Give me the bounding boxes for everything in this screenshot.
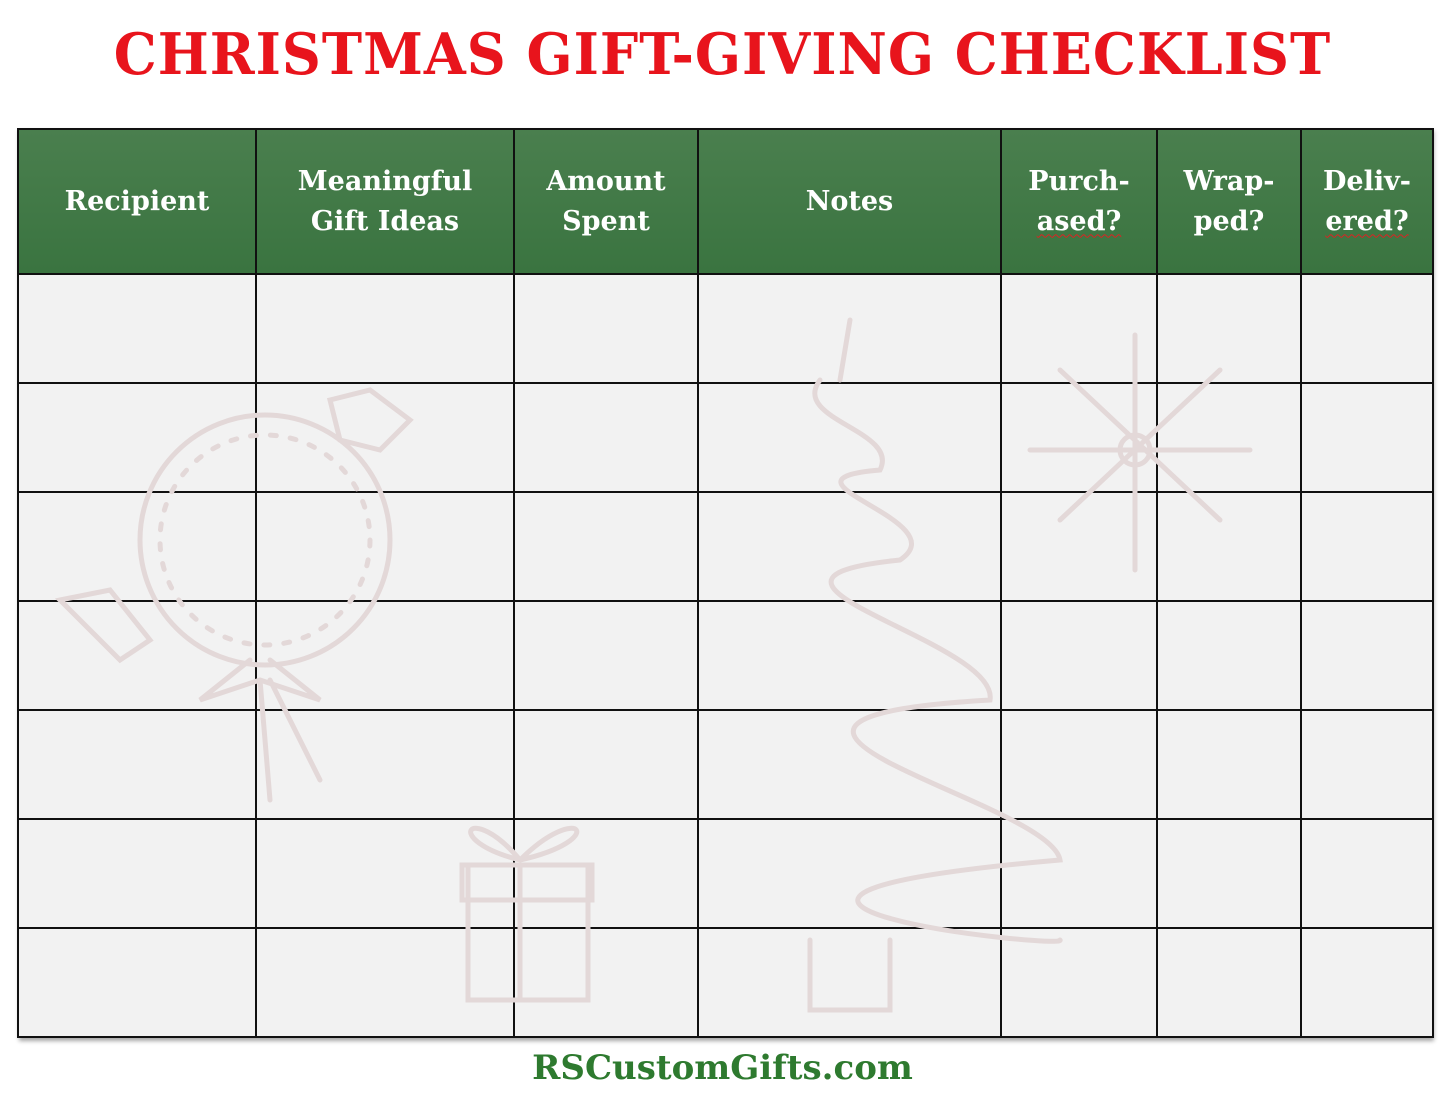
table-cell[interactable]: [1156, 491, 1302, 602]
header-row: Recipient Meaningful Gift Ideas Amount Spe…: [17, 128, 1434, 275]
table-cell[interactable]: [255, 709, 515, 820]
table-cell[interactable]: [697, 600, 1002, 711]
table-cell[interactable]: [1300, 818, 1434, 929]
table-cell[interactable]: [1156, 382, 1302, 493]
header-label: Meaningful: [297, 166, 473, 198]
header-label: Notes: [805, 185, 894, 217]
table-cell[interactable]: [513, 818, 699, 929]
table-cell[interactable]: [1000, 600, 1158, 711]
header-wrapped: Wrap-ped?: [1156, 128, 1302, 275]
header-label: ased?: [1036, 205, 1122, 237]
header-label: Deliv-: [1322, 166, 1411, 198]
header-label: ered?: [1325, 205, 1409, 237]
header-label: Spent: [562, 205, 650, 237]
header-label: Wrap-: [1183, 166, 1275, 198]
table-cell[interactable]: [697, 927, 1002, 1038]
table-cell[interactable]: [1000, 382, 1158, 493]
table-cell[interactable]: [255, 818, 515, 929]
header-notes: Notes: [697, 128, 1002, 275]
table-cell[interactable]: [697, 273, 1002, 384]
table-cell[interactable]: [1300, 382, 1434, 493]
table-cell[interactable]: [255, 273, 515, 384]
table-cell[interactable]: [513, 491, 699, 602]
table-cell[interactable]: [17, 709, 257, 820]
header-label: Recipient: [64, 185, 210, 217]
table-cell[interactable]: [17, 600, 257, 711]
table-cell[interactable]: [1000, 927, 1158, 1038]
header-gift-ideas: Meaningful Gift Ideas: [255, 128, 515, 275]
table-cell[interactable]: [1300, 927, 1434, 1038]
header-label: Gift Ideas: [310, 205, 460, 237]
header-amount-spent: Amount Spent: [513, 128, 699, 275]
checklist-table: Recipient Meaningful Gift Ideas Amount Spe…: [17, 128, 1434, 1038]
table-cell[interactable]: [17, 927, 257, 1038]
table-cell[interactable]: [1300, 273, 1434, 384]
table-cell[interactable]: [513, 600, 699, 711]
page-title: CHRISTMAS GIFT-GIVING CHECKLIST: [113, 20, 1332, 88]
table-cell[interactable]: [513, 382, 699, 493]
table-cell[interactable]: [1156, 927, 1302, 1038]
table-cell[interactable]: [513, 709, 699, 820]
table-row: [17, 600, 1434, 711]
table-cell[interactable]: [17, 273, 257, 384]
table-cell[interactable]: [1156, 709, 1302, 820]
table-cell[interactable]: [1156, 818, 1302, 929]
table-cell[interactable]: [255, 382, 515, 493]
table-cell[interactable]: [697, 818, 1002, 929]
table-row: [17, 491, 1434, 602]
table-cell[interactable]: [1000, 709, 1158, 820]
table-cell[interactable]: [1000, 273, 1158, 384]
table-cell[interactable]: [255, 491, 515, 602]
table-cell[interactable]: [697, 491, 1002, 602]
table-row: [17, 273, 1434, 384]
header-recipient: Recipient: [17, 128, 257, 275]
table-row: [17, 709, 1434, 820]
table-cell[interactable]: [1156, 600, 1302, 711]
footer-website: RSCustomGifts.com: [532, 1048, 913, 1088]
table-cell[interactable]: [17, 382, 257, 493]
header-label: Amount: [546, 166, 666, 198]
header-delivered: Deliv-ered?: [1300, 128, 1434, 275]
table-cell[interactable]: [513, 927, 699, 1038]
table-cell[interactable]: [1156, 273, 1302, 384]
table-cell[interactable]: [1300, 709, 1434, 820]
table-cell[interactable]: [255, 600, 515, 711]
table-cell[interactable]: [697, 382, 1002, 493]
table-cell[interactable]: [1000, 818, 1158, 929]
table-row: [17, 382, 1434, 493]
table-cell[interactable]: [255, 927, 515, 1038]
table-cell[interactable]: [1300, 491, 1434, 602]
table-row: [17, 927, 1434, 1038]
table-cell[interactable]: [1300, 600, 1434, 711]
table-cell[interactable]: [17, 491, 257, 602]
table-cell[interactable]: [697, 709, 1002, 820]
header-label: ped?: [1193, 205, 1265, 237]
table-cell[interactable]: [513, 273, 699, 384]
header-purchased: Purch-ased?: [1000, 128, 1158, 275]
table-cell[interactable]: [17, 818, 257, 929]
table-row: [17, 818, 1434, 929]
header-label: Purch-: [1028, 166, 1130, 198]
table-cell[interactable]: [1000, 491, 1158, 602]
